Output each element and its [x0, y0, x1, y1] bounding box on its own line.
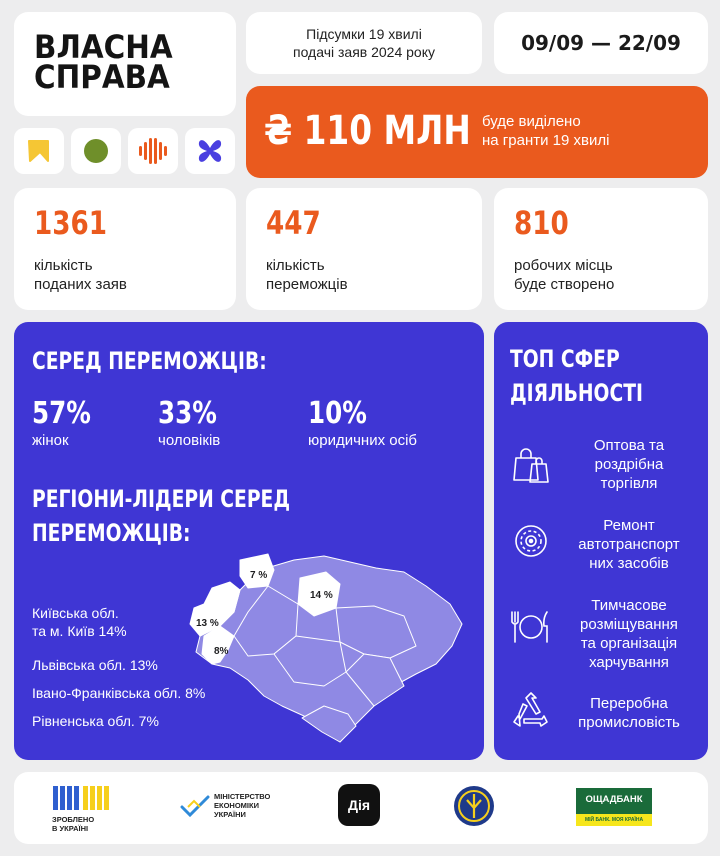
map-region — [189, 581, 241, 637]
sphere-trade: Оптова та роздрібна торгівля — [593, 437, 665, 492]
orange-sound-wave-icon — [128, 128, 178, 174]
share-legal-entities: 10% юридичних осіб — [308, 396, 418, 449]
spheres-title: ТОП СФЕР ДІЯЛЬНОСТІ — [510, 345, 643, 407]
map-region — [335, 605, 417, 659]
regions-title: РЕГІОНИ-ЛІДЕРИ СЕРЕД ПЕРЕМОЖЦІВ: — [32, 485, 291, 547]
plate-cutlery-icon — [511, 611, 548, 643]
made-in-ukraine-logo: ЗРОБЛЕНО В УКРАЇНІ — [52, 786, 112, 833]
sphere-vehicle-repair: Ремонт автотранспорт них засобів — [578, 517, 680, 572]
map-region — [201, 625, 235, 665]
top-spheres-panel: ТОП СФЕР ДІЯЛЬНОСТІ Оптова та роздрібна … — [494, 322, 708, 760]
stat-label: кількість поданих заяв — [34, 257, 127, 293]
region-rivne: Рівненська обл. 7% — [32, 713, 159, 729]
stat-label: робочих місць буде створено — [514, 257, 615, 293]
oschadbank-logo: ОЩАДБАНК МІЙ БАНК. МОЯ КРАЇНА — [576, 788, 652, 826]
stat-applications: 1361 кількість поданих заяв — [14, 188, 236, 310]
stat-jobs: 810 робочих місць буде створено — [494, 188, 708, 310]
brand-logo: ВЛАСНА СПРАВА — [34, 28, 173, 96]
map-label-ivano-frankivsk: 8% — [214, 646, 229, 657]
ministry-check-icon — [180, 795, 210, 817]
region-lviv: Львівська обл. 13% — [32, 657, 158, 673]
map-label-rivne: 7 % — [250, 570, 267, 581]
grant-amount-banner: ₴ 110 МЛН буде виділено на гранти 19 хви… — [246, 86, 708, 178]
blue-petal-cross-icon — [185, 128, 235, 174]
map-label-kyiv: 14 % — [310, 590, 333, 601]
sphere-processing-industry: Переробна промисловість — [578, 695, 680, 731]
stat-value: 447 — [266, 204, 321, 242]
map-region — [233, 585, 299, 657]
share-women: 57% жінок — [32, 396, 91, 449]
grant-amount: ₴ 110 МЛН — [264, 108, 471, 154]
map-region — [345, 653, 405, 707]
green-circle-icon — [71, 128, 121, 174]
map-label-lviv: 13 % — [196, 618, 219, 629]
wave-dates: 09/09 — 22/09 — [494, 12, 708, 74]
ministry-of-economy-logo: МІНІСТЕРСТВО ЕКОНОМІКИ УКРАЇНИ — [180, 792, 270, 819]
stat-label: кількість переможців — [266, 257, 348, 293]
recycle-icon — [513, 692, 548, 727]
gear-wheel-icon — [515, 525, 547, 557]
stat-value: 810 — [514, 204, 569, 242]
diia-logo: Дія — [338, 784, 380, 826]
employment-center-emblem-icon — [454, 786, 494, 826]
yellow-arrow-icon — [14, 128, 64, 174]
grant-description: буде виділено на гранти 19 хвилі — [482, 113, 610, 149]
made-in-ukraine-stripes-icon — [53, 786, 109, 810]
share-men: 33% чоловіків — [158, 396, 221, 449]
winners-panel: СЕРЕД ПЕРЕМОЖЦІВ: 57% жінок 33% чоловікі… — [14, 322, 484, 760]
ukraine-map: 7 % 14 % 13 % 8% — [189, 553, 463, 743]
map-region — [273, 635, 347, 687]
sphere-accommodation-catering: Тимчасове розміщування та організація ха… — [580, 597, 678, 671]
region-kyiv: Київська обл. та м. Київ 14% — [32, 605, 127, 639]
map-region — [301, 705, 357, 743]
winners-title: СЕРЕД ПЕРЕМОЖЦІВ: — [32, 347, 267, 375]
stat-winners: 447 кількість переможців — [246, 188, 482, 310]
wave-subtitle: Підсумки 19 хвилі подачі заяв 2024 року — [246, 12, 482, 74]
stat-value: 1361 — [34, 204, 108, 242]
region-ivano-frankivsk: Івано-Франківська обл. 8% — [32, 685, 206, 701]
shopping-bags-icon — [513, 448, 549, 483]
partners-footer: ЗРОБЛЕНО В УКРАЇНІ МІНІСТЕРСТВО ЕКОНОМІК… — [14, 772, 708, 844]
logo-card: ВЛАСНА СПРАВА — [14, 12, 236, 116]
